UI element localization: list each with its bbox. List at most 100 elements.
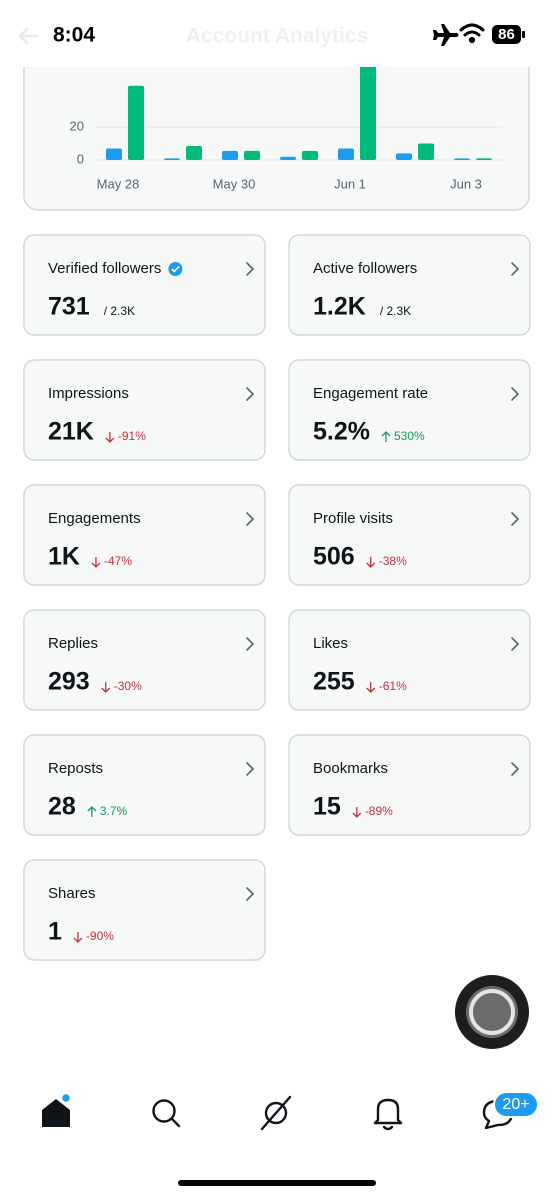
card-background <box>23 734 266 836</box>
bar <box>338 148 354 160</box>
chevron <box>511 262 520 276</box>
card-background <box>288 484 531 586</box>
bar <box>360 67 376 160</box>
metric-card[interactable]: Replies 293 -30% <box>23 609 266 711</box>
floating-button[interactable] <box>455 975 529 1049</box>
card-change: -90% <box>86 929 114 943</box>
card-background <box>23 859 266 961</box>
bar <box>454 158 470 160</box>
nav-notifications[interactable] <box>373 1098 403 1131</box>
metric-card[interactable]: Engagement rate 5.2% 530% <box>288 359 531 461</box>
bar <box>128 85 144 160</box>
chevron <box>511 512 520 526</box>
bar <box>244 150 260 160</box>
card-label: Verified followers <box>48 260 161 277</box>
card-label: Reposts <box>48 760 103 777</box>
metric-card[interactable]: Shares 1 -90% <box>23 859 266 961</box>
card-label: Replies <box>48 635 98 652</box>
header-title: Account Analytics <box>186 25 368 48</box>
card-change: -47% <box>104 554 132 568</box>
card-background <box>23 609 266 711</box>
card-change: 3.7% <box>100 804 128 818</box>
chevron <box>246 387 255 401</box>
card-change: -38% <box>379 554 407 568</box>
metric-card[interactable]: Verified followers 731 / 2.3K <box>23 234 266 336</box>
chevron <box>246 637 255 651</box>
nav-home[interactable] <box>42 1092 72 1128</box>
bar <box>476 158 492 160</box>
bar <box>280 156 296 160</box>
card-background <box>288 234 531 336</box>
card-value: 293 <box>48 668 90 696</box>
card-label: Active followers <box>313 260 417 277</box>
battery-level: 86 <box>498 26 515 43</box>
card-value: 15 <box>313 793 341 821</box>
metric-card[interactable]: Likes 255 -61% <box>288 609 531 711</box>
chevron <box>246 887 255 901</box>
change-arrow <box>352 807 362 818</box>
metric-card[interactable]: Profile visits 506 -38% <box>288 484 531 586</box>
card-label: Profile visits <box>313 510 393 527</box>
card-value: 21K <box>48 418 94 446</box>
chevron <box>511 387 520 401</box>
card-change: 530% <box>394 429 425 443</box>
wifi-icon <box>459 23 485 44</box>
metric-card[interactable]: Impressions 21K -91% <box>23 359 266 461</box>
chevron <box>511 762 520 776</box>
card-background <box>288 609 531 711</box>
chevron <box>246 262 255 276</box>
change-arrow <box>366 557 376 568</box>
change-arrow <box>366 682 376 693</box>
status-time: 8:04 <box>53 24 95 47</box>
card-value: 5.2% <box>313 418 370 446</box>
x-tick-label: Jun 3 <box>450 176 482 191</box>
card-value: 1 <box>48 918 62 946</box>
battery-tip <box>522 31 525 38</box>
metric-card[interactable]: Active followers 1.2K / 2.3K <box>288 234 531 336</box>
bar <box>418 143 434 160</box>
card-change: -30% <box>114 679 142 693</box>
card-change: -61% <box>379 679 407 693</box>
verified-check <box>171 265 180 273</box>
x-tick-label: May 30 <box>213 176 256 191</box>
card-label: Engagement rate <box>313 385 428 402</box>
metric-card[interactable]: Bookmarks 15 -89% <box>288 734 531 836</box>
messages-badge <box>493 1091 539 1118</box>
x-tick-label: Jun 1 <box>334 176 366 191</box>
nav-grok[interactable] <box>260 1095 292 1131</box>
change-arrow <box>91 557 101 568</box>
chevron <box>511 637 520 651</box>
change-arrow <box>381 431 391 442</box>
card-value: 1.2K <box>313 293 366 321</box>
bar <box>186 145 202 160</box>
card-value: 506 <box>313 543 355 571</box>
verified-badge <box>168 262 183 276</box>
y-tick-label: 60 <box>70 52 84 67</box>
x-tick-label: May 28 <box>97 176 140 191</box>
card-background <box>288 359 531 461</box>
card-background <box>23 484 266 586</box>
change-arrow <box>101 682 111 693</box>
card-change: -91% <box>118 429 146 443</box>
card-value: 1K <box>48 543 80 571</box>
card-background <box>288 734 531 836</box>
back-button[interactable] <box>18 27 40 45</box>
nav-search[interactable] <box>152 1099 181 1128</box>
card-total: / 2.3K <box>380 304 411 318</box>
change-arrow <box>73 932 83 943</box>
home-indicator <box>178 1180 376 1186</box>
card-background <box>23 234 266 336</box>
card-value: 255 <box>313 668 355 696</box>
card-label: Likes <box>313 635 348 652</box>
card-total: / 2.3K <box>104 304 135 318</box>
metric-card[interactable]: Engagements 1K -47% <box>23 484 266 586</box>
change-arrow <box>105 432 115 443</box>
messages-badge-count: 20+ <box>502 1096 529 1113</box>
chevron <box>246 512 255 526</box>
y-tick-label: 20 <box>70 118 84 133</box>
metric-card[interactable]: Reposts 28 3.7% <box>23 734 266 836</box>
card-value: 28 <box>48 793 76 821</box>
bar <box>222 150 238 160</box>
